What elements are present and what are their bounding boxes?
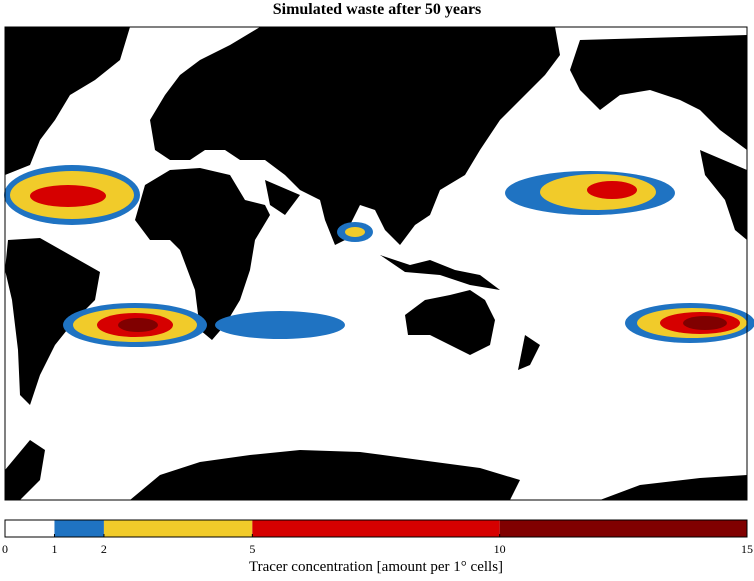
colorbar-segment <box>5 520 55 537</box>
colorbar-tick-label: 15 <box>741 542 753 556</box>
map-frame <box>4 26 748 501</box>
colorbar-frame <box>4 519 748 538</box>
title: Simulated waste after 50 years <box>273 1 482 18</box>
colorbar: 0 1 2 5 10 15 Tracer concentration [amount per… <box>2 519 753 575</box>
colorbar-tick-label: 5 <box>249 542 255 556</box>
colorbar-segment <box>103 520 253 537</box>
colorbar-segment <box>499 520 747 537</box>
map <box>4 26 754 501</box>
waste-patches <box>4 165 754 347</box>
colorbar-tick-label: 0 <box>2 542 8 556</box>
colorbar-tick-label: 10 <box>494 542 506 556</box>
colorbar-segment <box>252 520 500 537</box>
colorbar-segment <box>54 520 104 537</box>
colorbar-tick-label: 1 <box>51 542 57 556</box>
bay-of-bengal-patch <box>337 222 373 242</box>
colorbar-tick-label: 2 <box>101 542 107 556</box>
colorbar-label: Tracer concentration [amount per 1° cell… <box>249 559 503 575</box>
north-pacific-patch <box>505 171 675 215</box>
north-atlantic-patch <box>4 165 140 225</box>
south-pacific-patch <box>625 303 754 343</box>
land <box>5 27 747 500</box>
indian-ocean-patch <box>215 311 345 339</box>
south-atlantic-patch <box>63 303 207 347</box>
